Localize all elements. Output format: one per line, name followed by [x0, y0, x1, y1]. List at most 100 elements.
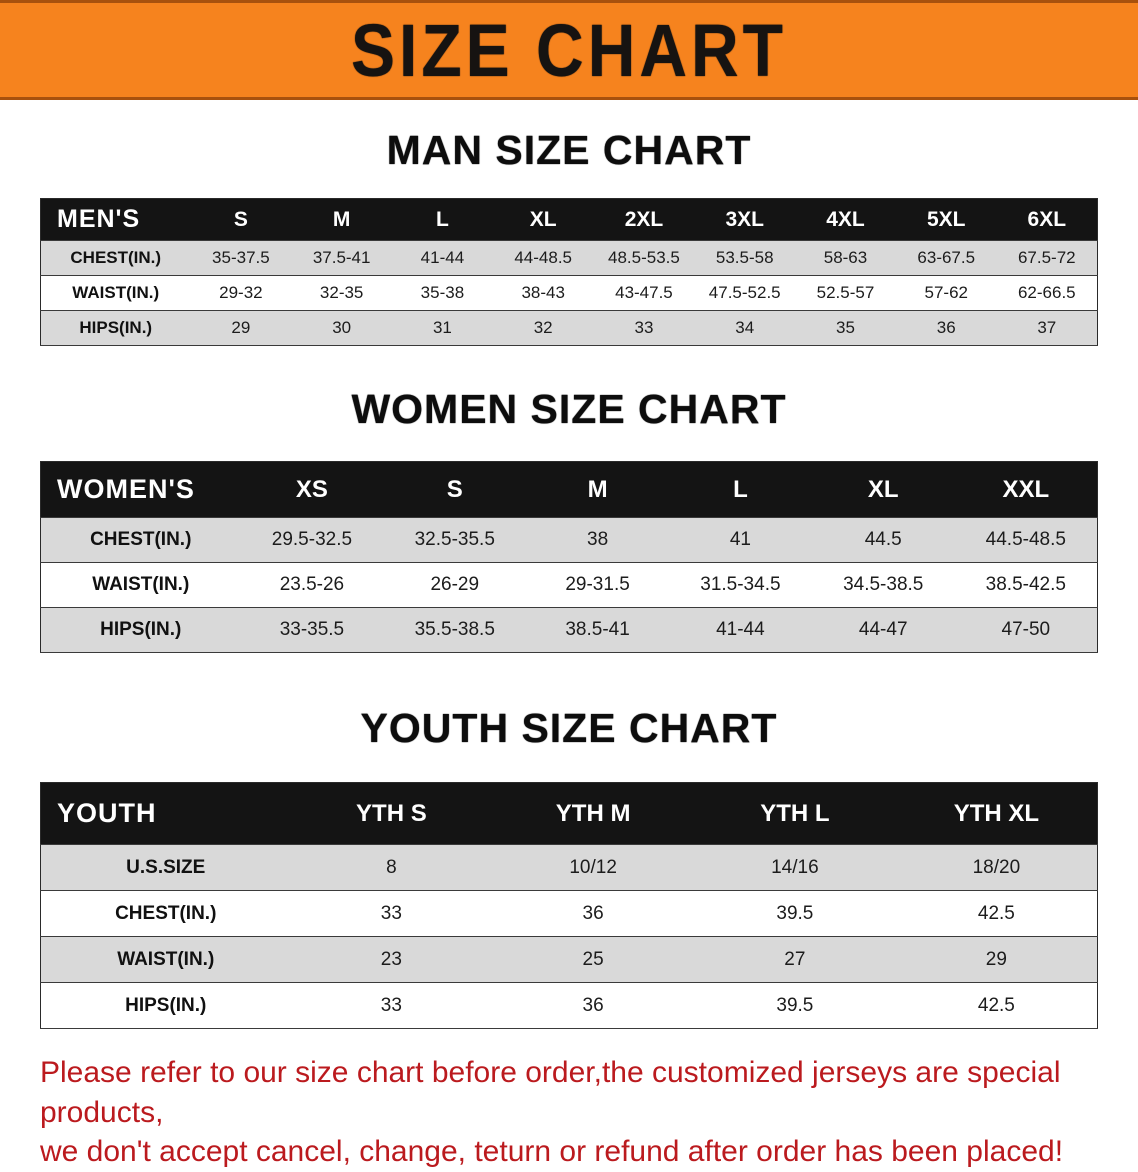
table-row: HIPS(IN.) 33-35.5 35.5-38.5 38.5-41 41-44 44-… — [40, 607, 1098, 653]
header-row: MEN'S S M L XL 2XL 3XL 4XL 5XL 6XL — [40, 198, 1098, 241]
table-row: WAIST(IN.) 29-32 32-35 35-38 38-43 43-47.5 47.… — [40, 275, 1098, 311]
value-cell: 58-63 — [823, 248, 868, 267]
table-row: HIPS(IN.) 29 30 31 32 33 34 35 36 37 — [40, 310, 1098, 346]
value-cell: 36 — [936, 318, 956, 337]
value-cell: 35-38 — [420, 283, 465, 302]
value-cell: 47-50 — [1001, 619, 1051, 640]
men-section-heading: MAN SIZE CHART — [386, 127, 752, 173]
size-header-cell: L — [392, 198, 493, 241]
value-cell: 35.5-38.5 — [414, 619, 495, 640]
value-cell: 33-35.5 — [279, 619, 345, 640]
value-cell: 41-44 — [716, 619, 765, 640]
value-cell: 44.5-48.5 — [985, 529, 1066, 550]
youth-table-head: YOUTH YTH S YTH M YTH L YTH XL — [40, 782, 1098, 845]
table-row: CHEST(IN.) 33 36 39.5 42.5 — [40, 890, 1098, 937]
value-cell: 39.5 — [776, 994, 814, 1016]
size-header-cell: XXL — [954, 461, 1098, 518]
header-row: YOUTH YTH S YTH M YTH L YTH XL — [40, 782, 1098, 845]
table-row: CHEST(IN.) 29.5-32.5 32.5-35.5 38 41 44.5 44.5… — [40, 517, 1098, 563]
value-cell: 43-47.5 — [615, 283, 673, 302]
row-label-cell: WAIST(IN.) — [117, 948, 215, 970]
size-header-cell: 2XL — [593, 198, 695, 241]
header-row: WOMEN'S XS S M L XL XXL — [40, 461, 1098, 518]
size-header-cell: S — [190, 198, 292, 241]
youth-size-table: YOUTH YTH S YTH M YTH L YTH XL U.S.SIZE 8 10/1… — [40, 782, 1098, 1029]
value-cell: 23.5-26 — [279, 574, 345, 595]
men-section: MAN SIZE CHART MEN'S S M L XL 2XL 3XL 4XL 5XL 6XL… — [0, 127, 1138, 346]
value-cell: 42.5 — [977, 902, 1015, 924]
value-cell: 34.5-38.5 — [843, 574, 924, 595]
disclaimer: Please refer to our size chart before or… — [0, 1029, 1138, 1172]
value-cell: 63-67.5 — [917, 248, 976, 267]
size-header-cell: XL — [811, 461, 955, 518]
men-size-table: MEN'S S M L XL 2XL 3XL 4XL 5XL 6XL CHEST(IN.) 35-3… — [40, 198, 1098, 346]
row-label-cell: WAIST(IN.) — [92, 574, 190, 595]
value-cell: 41-44 — [420, 248, 465, 267]
value-cell: 32.5-35.5 — [414, 529, 495, 550]
row-label-cell: HIPS(IN.) — [79, 318, 153, 337]
size-header-cell: 5XL — [895, 198, 997, 241]
size-header-cell: M — [291, 198, 393, 241]
banner: SIZE CHART — [0, 0, 1138, 100]
value-cell: 33 — [380, 994, 402, 1016]
disclaimer-line-2: we don't accept cancel, change, teturn o… — [40, 1135, 1064, 1169]
value-cell: 27 — [784, 948, 806, 970]
women-section-heading: WOMEN SIZE CHART — [351, 386, 787, 432]
size-header-cell: S — [383, 461, 527, 518]
value-cell: 52.5-57 — [816, 283, 875, 302]
value-cell: 38-43 — [521, 283, 565, 302]
row-label-cell: CHEST(IN.) — [115, 902, 217, 924]
size-header-cell: YTH M — [492, 782, 694, 845]
banner-title: SIZE CHART — [351, 8, 787, 92]
table-row: WAIST(IN.) 23.5-26 26-29 29-31.5 31.5-34.5 34… — [40, 562, 1098, 608]
size-header-cell: XS — [240, 461, 384, 518]
value-cell: 18/20 — [972, 856, 1021, 878]
value-cell: 29 — [985, 948, 1007, 970]
table-title-cell: MEN'S — [40, 198, 191, 241]
value-cell: 57-62 — [924, 283, 968, 302]
youth-section-heading: YOUTH SIZE CHART — [360, 705, 778, 751]
value-cell: 35 — [836, 318, 855, 337]
size-header-cell: 6XL — [996, 198, 1098, 241]
value-cell: 31 — [432, 318, 452, 337]
value-cell: 38.5-42.5 — [985, 574, 1066, 595]
table-title-cell: WOMEN'S — [40, 461, 241, 518]
value-cell: 53.5-58 — [715, 248, 774, 267]
value-cell: 48.5-53.5 — [608, 248, 680, 267]
value-cell: 25 — [582, 948, 604, 970]
value-cell: 44-47 — [858, 619, 908, 640]
value-cell: 38.5-41 — [565, 619, 630, 640]
value-cell: 35-37.5 — [212, 248, 270, 267]
table-row: WAIST(IN.) 23 25 27 29 — [40, 936, 1098, 983]
size-header-cell: YTH S — [290, 782, 493, 845]
value-cell: 10/12 — [569, 856, 617, 878]
value-cell: 37 — [1037, 318, 1057, 337]
value-cell: 38 — [587, 529, 609, 550]
value-cell: 32 — [533, 318, 553, 337]
value-cell: 37.5-41 — [312, 248, 371, 267]
value-cell: 47.5-52.5 — [708, 283, 781, 302]
value-cell: 29 — [231, 318, 251, 337]
size-header-cell: YTH XL — [895, 782, 1098, 845]
value-cell: 36 — [582, 994, 604, 1016]
value-cell: 26-29 — [430, 574, 480, 595]
value-cell: 44.5 — [864, 529, 902, 550]
youth-section: YOUTH SIZE CHART YOUTH YTH S YTH M YTH L YTH… — [0, 705, 1138, 1029]
row-label-cell: HIPS(IN.) — [125, 994, 207, 1016]
row-label-cell: WAIST(IN.) — [72, 283, 160, 302]
value-cell: 67.5-72 — [1017, 248, 1076, 267]
men-table-head: MEN'S S M L XL 2XL 3XL 4XL 5XL 6XL — [40, 198, 1098, 241]
value-cell: 29.5-32.5 — [271, 529, 353, 550]
women-size-table: WOMEN'S XS S M L XL XXL CHEST(IN.) 29.5-32.5 32.… — [40, 461, 1098, 653]
women-table-body: CHEST(IN.) 29.5-32.5 32.5-35.5 38 41 44.5 44.5… — [40, 517, 1098, 653]
size-header-cell: XL — [492, 198, 594, 241]
value-cell: 29-31.5 — [565, 574, 630, 595]
table-row: HIPS(IN.) 33 36 39.5 42.5 — [40, 982, 1098, 1029]
value-cell: 8 — [386, 856, 397, 878]
value-cell: 34 — [735, 318, 755, 337]
table-title-cell: YOUTH — [40, 782, 291, 845]
value-cell: 23 — [380, 948, 402, 970]
value-cell: 41 — [729, 529, 751, 550]
table-row: U.S.SIZE 8 10/12 14/16 18/20 — [40, 844, 1098, 891]
value-cell: 44-48.5 — [514, 248, 573, 267]
